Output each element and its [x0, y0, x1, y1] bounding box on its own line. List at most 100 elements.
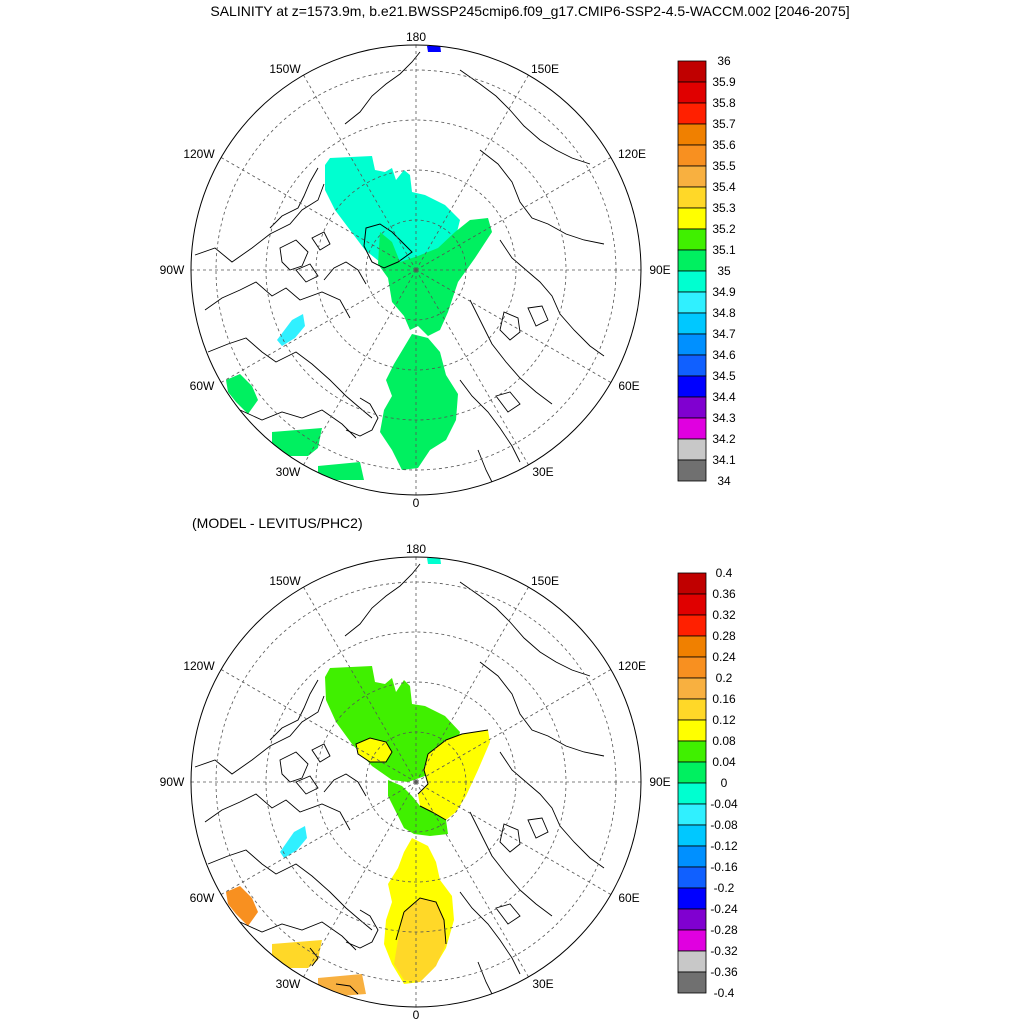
region-nordic-seas: [380, 334, 458, 470]
colorbar-tick-label: 0.36: [712, 587, 736, 601]
region-baffin-bay: [277, 314, 305, 346]
colorbar-swatch: [677, 761, 707, 784]
colorbar-swatch: [677, 312, 707, 335]
colorbar-tick-label: 35.1: [712, 243, 736, 257]
lon-label: 120E: [618, 147, 646, 161]
region-canada-basin: [325, 156, 460, 268]
colorbar-tick-label: -0.24: [710, 902, 738, 916]
colorbar-tick-label: 34.7: [712, 327, 736, 341]
colorbar-swatch: [677, 459, 707, 482]
colorbar-swatch: [677, 60, 707, 83]
graticule: [191, 557, 641, 1007]
lon-label: 90W: [160, 775, 185, 789]
region-baffin-bay: [280, 826, 307, 858]
colorbar-tick-label: 35.9: [712, 75, 736, 89]
colorbar-tick-label: 36: [717, 54, 731, 68]
colorbar-swatch: [677, 572, 707, 595]
colorbar-tick-label: 34.8: [712, 306, 736, 320]
contour-line: [417, 753, 429, 795]
region-north-atlantic-west: [272, 428, 322, 456]
map-boundary: [190, 556, 642, 1008]
colorbar-tick-label: 34.1: [712, 453, 736, 467]
lon-label: 30E: [532, 465, 553, 479]
colorbar-tick-label: 34.9: [712, 285, 736, 299]
colorbar-tick-label: -0.04: [710, 797, 738, 811]
lon-label: 150W: [269, 574, 301, 588]
lon-label: 150E: [531, 574, 559, 588]
colorbar-tick-label: 35.2: [712, 222, 736, 236]
contour-line: [427, 729, 489, 755]
colorbar-swatch: [677, 438, 707, 461]
colorbar-tick-label: -0.28: [710, 923, 738, 937]
lon-label: 0: [413, 1008, 420, 1022]
colorbar-tick-label: 34.5: [712, 369, 736, 383]
contour-line: [403, 897, 447, 945]
region-canada-basin: [325, 666, 460, 782]
longitude-labels: 180 150E 120E 90E 60E 30E 0 30W 60W 90W …: [160, 542, 671, 1022]
region-labrador-sea: [226, 886, 258, 926]
contour-line: [335, 983, 359, 995]
colorbar-tick-label: 34: [717, 474, 731, 488]
lon-label: 120W: [183, 659, 215, 673]
colorbar-tick-label: 0.2: [716, 671, 733, 685]
colorbar-swatch: [677, 887, 707, 910]
region-north-atlantic-east: [318, 462, 364, 480]
difference-map: 180 150E 120E 90E 60E 30E 0 30W 60W 90W …: [160, 542, 738, 1022]
colorbar-swatch: [677, 824, 707, 847]
colorbar-tick-label: 35.3: [712, 201, 736, 215]
colorbar-tick-label: 34.2: [712, 432, 736, 446]
lon-label: 60W: [190, 891, 215, 905]
colorbar-swatch: [677, 740, 707, 763]
lon-label: 180: [406, 30, 426, 44]
colorbar-swatch: [677, 417, 707, 440]
lon-label: 150E: [531, 62, 559, 76]
colorbar-swatch: [677, 803, 707, 826]
colorbar-tick-label: -0.12: [710, 839, 738, 853]
region-eurasian-basin-green: [388, 780, 448, 836]
longitude-labels: 180 150E 120E 90E 60E 30E 0 30W 60W 90W …: [160, 30, 671, 510]
colorbar-swatch: [677, 971, 707, 994]
colorbar-swatch: [677, 782, 707, 805]
lon-label: 0: [413, 496, 420, 510]
colorbar-swatch: [677, 656, 707, 679]
colorbar-tick-label: 0: [721, 776, 728, 790]
salinity-map: 180 150E 120E 90E 60E 30E 0 30W 60W 90W …: [160, 30, 736, 510]
colorbar-tick-label: -0.36: [710, 965, 738, 979]
colorbar-swatch: [677, 396, 707, 419]
lon-label: 60E: [618, 891, 639, 905]
contour-line: [355, 737, 393, 763]
colorbar-swatch: [677, 165, 707, 188]
colorbar-swatch: [677, 698, 707, 721]
colorbar-swatch: [677, 186, 707, 209]
colorbar-tick-label: 35: [717, 264, 731, 278]
contour-line: [419, 805, 447, 821]
difference-colorbar: 0.4 0.36 0.32 0.28 0.24 0.2 0.16 0.12 0.08 0.04 0 -…: [677, 566, 738, 1000]
lon-label: 60W: [190, 379, 215, 393]
colorbar-swatch: [677, 845, 707, 868]
contour-line: [363, 223, 413, 269]
colorbar-swatch: [677, 249, 707, 272]
colorbar-tick-label: 0.08: [712, 734, 736, 748]
salinity-colorbar: 36 35.9 35.8 35.7 35.6 35.5 35.4 35.3 35.2 35.1 35…: [677, 54, 736, 488]
chart-title: SALINITY at z=1573.9m, b.e21.BWSSP245cmi…: [210, 3, 849, 19]
colorbar-tick-label: -0.08: [710, 818, 738, 832]
colorbar-swatch: [677, 354, 707, 377]
lon-label: 30W: [276, 977, 301, 991]
difference-title: (MODEL - LEVITUS/PHC2): [192, 515, 363, 531]
colorbar-tick-label: 0.4: [716, 566, 733, 580]
colorbar-tick-label: 0.16: [712, 692, 736, 706]
colorbar-swatch: [677, 375, 707, 398]
lon-label: 150W: [269, 62, 301, 76]
graticule: [191, 45, 641, 495]
colorbar-tick-label: -0.16: [710, 860, 738, 874]
lon-label: 90E: [649, 263, 670, 277]
lon-label: 90E: [649, 775, 670, 789]
colorbar-swatch: [677, 291, 707, 314]
colorbar-tick-label: 0.32: [712, 608, 736, 622]
colorbar-swatch: [677, 102, 707, 125]
colorbar-tick-label: 35.7: [712, 117, 736, 131]
colorbar-swatch: [677, 228, 707, 251]
difference-field: [226, 557, 490, 996]
coastlines: [194, 563, 605, 999]
